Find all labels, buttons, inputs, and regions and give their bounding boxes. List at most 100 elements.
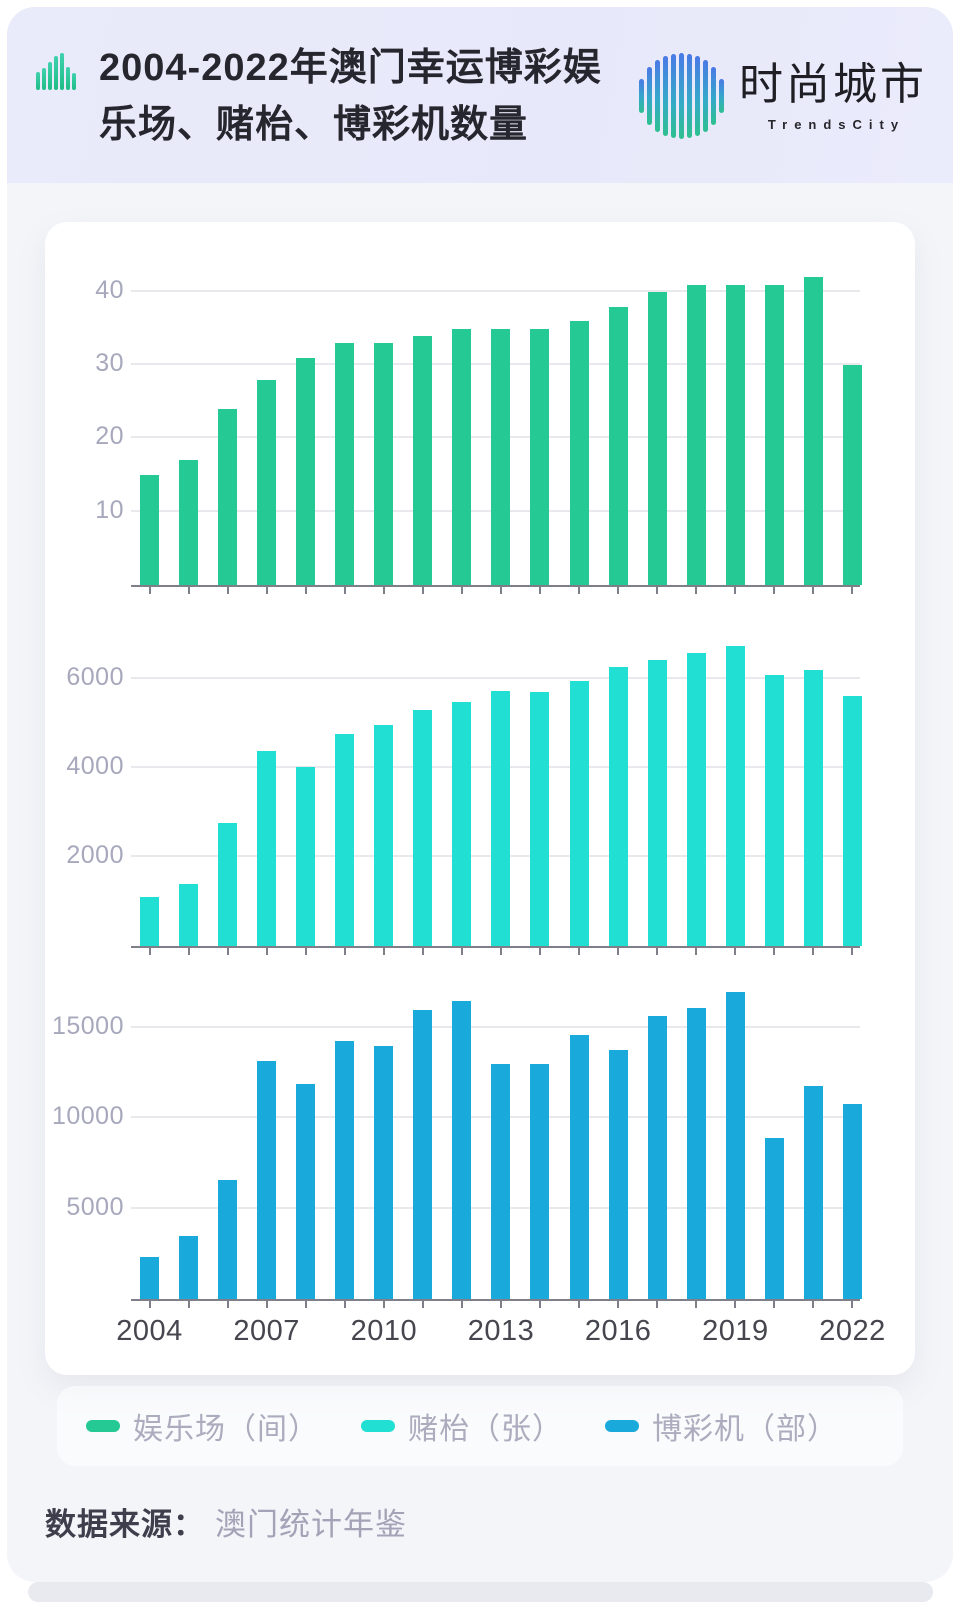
tick-slot: [648, 948, 667, 955]
tick-slot: [218, 948, 237, 955]
bar-2021: [803, 1085, 823, 1299]
logo-bar: [679, 52, 684, 139]
bar-2016: [608, 306, 628, 585]
bars-slot-machines: [140, 983, 862, 1299]
chart-gaming-tables: 2000 4000 6000: [66, 630, 862, 955]
gridline: [131, 676, 860, 679]
bar-2011: [413, 1010, 433, 1299]
y-axis-tick-label: 4000: [66, 751, 124, 780]
brand-logo: 时尚城市 TrendsCity: [639, 52, 927, 139]
tick-slot: [843, 1301, 862, 1308]
bar-2011: [413, 335, 433, 585]
tick-slot: [804, 587, 823, 594]
poster-card: 2004-2022年澳门幸运博彩娱 乐场、赌枱、博彩机数量 时尚城市 Trend…: [7, 7, 953, 1582]
tick-slot: [413, 1301, 432, 1308]
axis-tick: [812, 587, 815, 594]
y-axis-tick-label: 2000: [66, 841, 124, 869]
axis-tick: [656, 1301, 659, 1308]
bar-2018: [686, 652, 706, 946]
bar-2015: [569, 321, 589, 585]
tick-slot: [804, 1301, 823, 1308]
logo-bar: [655, 59, 660, 132]
x-axis-label-2019: 2019: [702, 1315, 769, 1347]
axis-tick: [656, 587, 659, 594]
y-axis-tick-label: 10: [95, 495, 124, 524]
x-axis-ticks: [140, 948, 862, 955]
logo-bar: [647, 66, 652, 125]
axis-tick: [812, 1301, 815, 1308]
bar-2004: [140, 475, 159, 585]
bar-2006: [218, 409, 238, 585]
x-axis-label-2016: 2016: [584, 1315, 652, 1347]
x-axis-ticks: [140, 587, 862, 594]
y-axis-tick-label: 20: [95, 422, 124, 451]
logo-bar: [639, 78, 644, 113]
tick-slot: [374, 587, 393, 594]
axis-tick: [773, 587, 776, 594]
data-source: 数据来源： 澳门统计年鉴: [45, 1499, 407, 1544]
axis-tick: [695, 587, 698, 594]
brand-logo-text: 时尚城市 TrendsCity: [739, 60, 927, 132]
bar-2005: [179, 460, 199, 585]
brand-name-en: TrendsCity: [767, 116, 906, 132]
axis-tick: [578, 948, 581, 955]
bar-2013: [491, 1064, 511, 1299]
bar-2008: [296, 767, 316, 946]
x-axis-label-2007: 2007: [233, 1315, 300, 1347]
tick-slot: [491, 587, 510, 594]
logo-bar: [719, 78, 724, 113]
logo-bar: [703, 59, 708, 132]
tick-slot: [452, 1301, 471, 1308]
tick-slot: [335, 948, 354, 955]
icon-bar: [72, 73, 76, 90]
bar-2013: [491, 690, 511, 946]
poster-title-line1: 2004-2022年澳门幸运博彩娱: [99, 47, 602, 89]
tick-slot: [648, 1301, 667, 1308]
tick-slot: [218, 587, 237, 594]
axis-tick: [382, 948, 385, 955]
axis-tick: [578, 587, 581, 594]
tick-slot: [765, 587, 784, 594]
bar-2022: [842, 365, 862, 585]
axis-tick: [773, 948, 776, 955]
bar-2007: [257, 751, 277, 946]
poster-title: 2004-2022年澳门幸运博彩娱 乐场、赌枱、博彩机数量: [99, 40, 602, 154]
chart-casinos: 10 20 30 40: [95, 248, 862, 594]
bar-2004: [140, 1257, 159, 1299]
bar-2020: [764, 1138, 784, 1299]
axis-tick: [265, 1301, 268, 1308]
bar-2016: [608, 666, 628, 946]
tick-slot: [257, 948, 276, 955]
y-axis-tick-label: 15000: [51, 1012, 124, 1041]
tick-slot: [609, 948, 628, 955]
logo-bar: [695, 55, 700, 136]
tick-slot: [687, 1301, 706, 1308]
bar-2020: [764, 674, 784, 946]
logo-bar: [671, 53, 676, 138]
axis-tick: [421, 948, 424, 955]
icon-bar: [36, 72, 40, 90]
tick-slot: [530, 587, 549, 594]
gridline: [131, 289, 860, 292]
bar-2016: [608, 1049, 628, 1299]
tick-slot: [491, 948, 510, 955]
axis-tick: [226, 587, 229, 594]
tick-slot: [296, 587, 315, 594]
gridline: [131, 1026, 860, 1029]
tick-slot: [374, 1301, 393, 1308]
bar-2021: [803, 277, 823, 585]
bar-2004: [140, 897, 159, 946]
bar-2006: [218, 1179, 238, 1299]
bar-2009: [335, 1040, 355, 1299]
axis-tick: [538, 1301, 541, 1308]
chart-card: 10 20 30 40 2000 4000 6000 5000 10000 15000 200…: [45, 222, 915, 1375]
axis-tick: [304, 587, 307, 594]
tick-slot: [570, 587, 589, 594]
tick-slot: [179, 1301, 198, 1308]
axis-tick: [734, 587, 737, 594]
legend-color-chip: [86, 1420, 120, 1432]
tick-slot: [609, 587, 628, 594]
axis-tick: [382, 587, 385, 594]
tick-slot: [687, 948, 706, 955]
tick-slot: [609, 1301, 628, 1308]
